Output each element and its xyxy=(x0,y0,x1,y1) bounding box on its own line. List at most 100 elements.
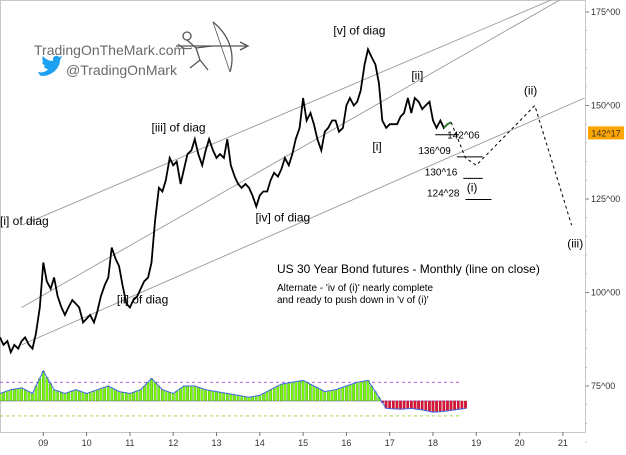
note-line-1: Alternate - 'iv of (i)' nearly complete xyxy=(277,283,434,294)
x-tick-label: 10 xyxy=(82,438,92,448)
osc-bar xyxy=(117,391,121,402)
osc-bar xyxy=(204,389,208,402)
brand-handle: @TradingOnMark xyxy=(66,62,178,78)
osc-bar xyxy=(435,400,438,413)
green-tail xyxy=(443,121,452,129)
osc-bar xyxy=(2,392,5,402)
last-price-label: 142^17 xyxy=(591,128,620,138)
x-tick-label: 09 xyxy=(38,438,48,448)
y-tick-label: 100^00 xyxy=(591,288,620,298)
osc-bar xyxy=(345,385,348,402)
osc-bar xyxy=(262,393,265,402)
last-price-marker: 142^17 xyxy=(588,126,624,140)
osc-bar xyxy=(308,383,312,402)
projection-path xyxy=(450,104,573,226)
x-tick-label: 18 xyxy=(428,438,438,448)
osc-bar xyxy=(431,400,435,413)
wave-label: (ii) xyxy=(524,83,537,97)
level-label: 136^09 xyxy=(418,146,451,157)
osc-bar xyxy=(337,388,341,402)
osc-bar xyxy=(428,400,431,412)
osc-bar xyxy=(355,382,359,402)
x-tick-label: 20 xyxy=(515,438,525,448)
osc-bar xyxy=(240,395,244,402)
osc-bar xyxy=(41,370,45,402)
osc-bar xyxy=(294,381,298,402)
level-label: 142^06 xyxy=(447,131,480,142)
osc-bar xyxy=(251,396,254,402)
osc-bar xyxy=(254,395,258,402)
osc-bar xyxy=(56,390,60,402)
osc-bar xyxy=(197,387,200,402)
osc-bar xyxy=(244,396,247,402)
osc-bar xyxy=(363,380,366,402)
osc-bar xyxy=(45,377,49,402)
osc-bar xyxy=(121,392,125,402)
osc-bar xyxy=(301,380,305,402)
osc-bar xyxy=(298,380,301,402)
wave-label: (iii) xyxy=(567,237,583,251)
osc-bar xyxy=(186,385,189,402)
osc-bar xyxy=(424,400,428,411)
wave-label: [v] of diag xyxy=(333,23,385,37)
osc-bar xyxy=(164,390,168,402)
osc-bar xyxy=(150,378,153,402)
osc-bar xyxy=(9,389,13,402)
osc-bar xyxy=(265,391,269,402)
x-tick-label: 12 xyxy=(168,438,178,448)
x-tick-label: 14 xyxy=(255,438,265,448)
osc-bar xyxy=(13,388,16,402)
level-label: 130^16 xyxy=(425,167,458,178)
x-tick-label: 19 xyxy=(471,438,481,448)
osc-bar xyxy=(207,390,211,402)
channel-middle-line xyxy=(21,0,561,308)
osc-bar xyxy=(456,400,460,410)
osc-bar xyxy=(388,400,392,409)
wave-label: [i] xyxy=(372,139,381,153)
osc-bar xyxy=(352,383,355,402)
osc-bar xyxy=(409,400,413,409)
level-label: 124^28 xyxy=(427,188,460,199)
osc-bar xyxy=(399,400,402,410)
wave-labels: [i] of diag [ii] of diag [iii] of diag [iv]… xyxy=(0,23,583,306)
osc-bar xyxy=(420,400,424,411)
y-tick-label: 125^00 xyxy=(591,194,620,204)
y-tick-label: 75^00 xyxy=(591,381,615,391)
osc-bar xyxy=(175,390,179,402)
brand-site: TradingOnTheMark.com xyxy=(34,42,185,58)
osc-bar xyxy=(161,389,164,402)
osc-bar xyxy=(215,391,218,402)
osc-bar xyxy=(135,390,139,402)
osc-bar xyxy=(96,389,99,402)
wave-label: [iv] of diag xyxy=(255,210,310,224)
osc-bar xyxy=(323,391,327,402)
wave-label: (i) xyxy=(467,181,478,195)
x-tick-label: 13 xyxy=(211,438,221,448)
target-levels: 142^06 136^09 130^16 124^28 xyxy=(418,131,492,200)
oscillator-panel xyxy=(0,369,467,417)
osc-bar xyxy=(189,385,193,402)
osc-bar xyxy=(280,383,283,402)
chart-title: US 30 Year Bond futures - Monthly (line … xyxy=(277,262,540,276)
osc-bar xyxy=(27,391,31,402)
osc-bar xyxy=(103,387,106,402)
osc-bar xyxy=(283,383,287,402)
x-tick-label: 17 xyxy=(385,438,395,448)
osc-bar xyxy=(402,400,406,410)
osc-bar xyxy=(464,400,467,409)
osc-bar xyxy=(413,400,417,410)
osc-bar xyxy=(269,389,272,402)
osc-bar xyxy=(157,385,161,402)
plot-frame xyxy=(0,0,586,433)
osc-bar xyxy=(341,387,345,402)
price-line xyxy=(0,46,452,355)
osc-bar xyxy=(128,393,132,402)
osc-bar xyxy=(67,392,70,402)
osc-bar xyxy=(442,400,446,412)
osc-bar xyxy=(31,393,34,402)
osc-bar xyxy=(142,385,146,402)
channel-lower-line xyxy=(21,97,585,346)
osc-bar xyxy=(23,389,27,402)
osc-bar xyxy=(153,382,157,402)
note-line-2: and ready to push down in 'v of (i)' xyxy=(277,295,429,306)
